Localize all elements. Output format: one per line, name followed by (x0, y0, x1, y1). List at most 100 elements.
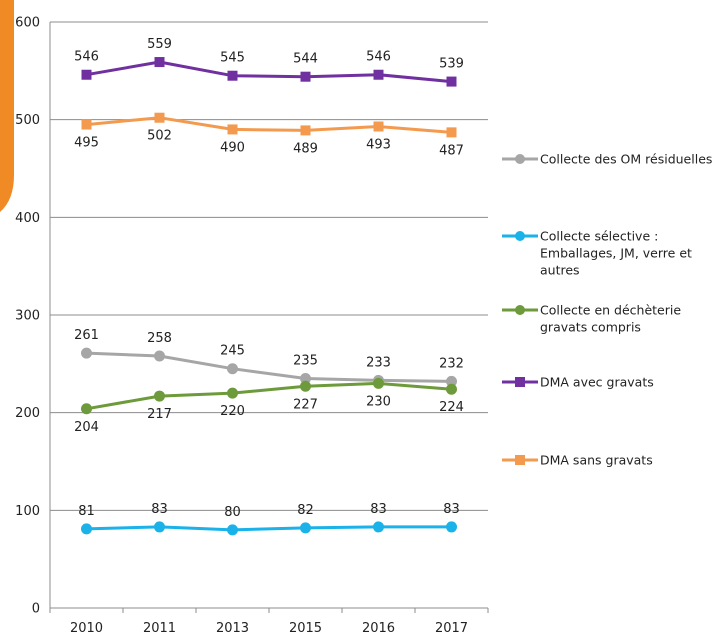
series-3-marker (227, 70, 238, 81)
series-1-marker (300, 522, 311, 534)
legend-item-3: DMA avec gravats (502, 375, 654, 390)
series-3-marker (300, 71, 311, 82)
data-label: 235 (293, 353, 318, 368)
y-tick-label: 200 (15, 406, 40, 421)
data-label: 261 (74, 328, 99, 343)
data-label: 539 (439, 57, 464, 72)
data-label: 230 (366, 394, 391, 409)
x-tick-label: 2017 (435, 621, 468, 636)
data-label: 83 (443, 502, 460, 517)
data-label: 224 (439, 400, 464, 415)
legend-swatch-marker (515, 305, 525, 315)
series-3-marker (154, 57, 165, 68)
legend-label: gravats compris (540, 320, 641, 335)
series-0-marker (300, 372, 311, 384)
data-label: 502 (147, 129, 172, 144)
series-line-2 (85, 381, 453, 411)
legend-item-1: Collecte sélective : Emballages, JM, verr… (502, 229, 692, 278)
data-label: 559 (147, 37, 172, 52)
series-3-marker (446, 76, 457, 87)
series-2-marker (446, 383, 457, 395)
data-label: 232 (439, 356, 464, 371)
legend-swatch-marker (515, 377, 525, 387)
x-tick-label: 2013 (216, 621, 249, 636)
series-line-4 (85, 116, 453, 134)
y-tick-label: 300 (15, 309, 40, 324)
data-label: 546 (366, 50, 391, 65)
data-label: 227 (293, 397, 318, 412)
legend-item-4: DMA sans gravats (502, 453, 653, 468)
series-3-marker (81, 69, 92, 80)
data-label: 220 (220, 404, 245, 419)
y-tick-label: 500 (15, 113, 40, 128)
series-4-marker (446, 127, 457, 138)
series-3-marker (373, 69, 384, 80)
data-label: 204 (74, 420, 99, 435)
y-tick-label: 100 (15, 504, 40, 519)
series-1-marker (81, 523, 92, 535)
data-label: 245 (220, 344, 245, 359)
y-tick-label: 400 (15, 211, 40, 226)
legend-label: Collecte en déchèterie (540, 303, 681, 318)
legend-swatch-marker (515, 154, 525, 164)
legend-label: Collecte sélective : (540, 229, 658, 244)
legend-swatch-marker (515, 455, 525, 465)
data-label: 83 (151, 502, 168, 517)
data-label: 546 (74, 50, 99, 65)
series-group (81, 57, 457, 536)
legend-label: DMA avec gravats (540, 375, 654, 390)
series-4-marker (300, 125, 311, 136)
series-2-marker (227, 387, 238, 399)
data-label: 83 (370, 502, 387, 517)
series-0-marker (446, 375, 457, 387)
series-line-0 (85, 351, 453, 383)
legend-label: DMA sans gravats (540, 453, 653, 468)
series-2-marker (373, 377, 384, 389)
series-line-3 (85, 60, 453, 84)
series-1-marker (227, 524, 238, 536)
data-label: 493 (366, 138, 391, 153)
data-label: 217 (147, 407, 172, 422)
data-label: 544 (293, 52, 318, 67)
series-4-marker (154, 112, 165, 123)
data-label: 489 (293, 141, 318, 156)
series-4-marker (81, 119, 92, 130)
data-label: 81 (78, 504, 95, 519)
series-1-marker (373, 521, 384, 533)
axes: 0 100 200 300 400 500 600 2010 2011 2013 2015 2016 2… (15, 16, 489, 636)
series-2-marker (81, 403, 92, 415)
orange-side-tab (0, 0, 14, 212)
series-2-marker (154, 390, 165, 402)
data-label: 490 (220, 140, 245, 155)
data-label: 258 (147, 331, 172, 346)
series-4-marker (373, 121, 384, 132)
y-tick-label: 600 (15, 16, 40, 31)
legend-swatch-marker (515, 231, 525, 241)
data-label: 82 (297, 503, 314, 518)
data-labels: 261 258 245 235 233 232 81 83 80 82 83 83 204 217 220 2… (74, 37, 464, 520)
series-0-marker (154, 350, 165, 362)
legend-label: Collecte des OM résiduelles (540, 152, 712, 167)
x-tick-label: 2015 (289, 621, 322, 636)
legend-label: autres (540, 263, 580, 278)
data-label: 487 (439, 143, 464, 158)
series-0-marker (81, 347, 92, 359)
gridlines (50, 21, 488, 511)
y-tick-label: 0 (32, 602, 40, 617)
series-1-marker (154, 521, 165, 533)
legend-item-0: Collecte des OM résiduelles (502, 152, 712, 167)
series-line-1 (85, 525, 453, 532)
data-label: 495 (74, 136, 99, 151)
x-tick-label: 2011 (143, 621, 176, 636)
series-0-marker (227, 363, 238, 375)
legend: Collecte des OM résiduelles Collecte séle… (502, 152, 712, 468)
data-label: 233 (366, 355, 391, 370)
x-tick-label: 2010 (70, 621, 103, 636)
series-1-marker (446, 521, 457, 533)
legend-label: Emballages, JM, verre et (540, 246, 692, 261)
series-2-marker (300, 380, 311, 392)
series-4-marker (227, 124, 238, 135)
data-label: 545 (220, 51, 245, 66)
